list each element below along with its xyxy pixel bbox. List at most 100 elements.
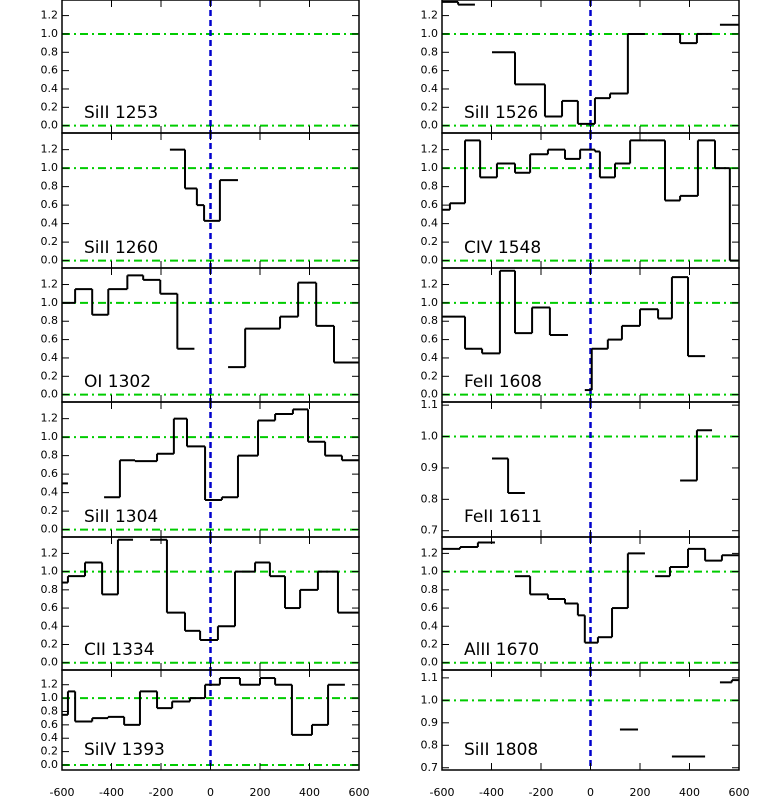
y-tick-label: 0.4 <box>421 619 439 632</box>
panel <box>62 268 359 402</box>
y-tick-label: 0.8 <box>421 314 439 327</box>
panel-label: SiIV 1393 <box>84 740 165 760</box>
y-tick-label: 0.8 <box>41 704 59 717</box>
y-tick-label: 0.0 <box>41 388 59 401</box>
y-tick-label: 0.4 <box>41 82 59 95</box>
y-tick-label: 0.0 <box>41 254 59 267</box>
y-tick-label: 0.2 <box>41 745 59 758</box>
y-tick-label: 1.0 <box>41 565 59 578</box>
y-tick-label: 0.6 <box>421 198 439 211</box>
x-tick-label: 400 <box>679 786 700 799</box>
panel-label: FeII 1611 <box>464 507 542 527</box>
panel-label: SiII 1260 <box>84 238 158 258</box>
y-tick-label: 1.2 <box>41 678 59 691</box>
y-tick-label: 0.8 <box>421 45 439 58</box>
y-tick-label: 0.0 <box>421 119 439 132</box>
y-tick-label: 1.0 <box>41 296 59 309</box>
y-tick-label: 0.8 <box>41 449 59 462</box>
y-tick-label: 0.6 <box>41 198 59 211</box>
panel <box>442 402 739 537</box>
y-tick-label: 1.2 <box>41 143 59 156</box>
y-tick-label: 0.8 <box>421 180 439 193</box>
panel <box>62 537 359 670</box>
y-tick-label: 0.2 <box>41 235 59 248</box>
y-tick-label: 0.6 <box>41 718 59 731</box>
x-tick-label: -400 <box>479 786 504 799</box>
y-tick-label: 0.0 <box>421 388 439 401</box>
y-tick-label: 0.2 <box>41 637 59 650</box>
y-tick-label: 0.4 <box>41 351 59 364</box>
y-tick-label: 0.4 <box>421 351 439 364</box>
x-tick-label: 0 <box>587 786 594 799</box>
y-tick-label: 1.0 <box>421 27 439 40</box>
y-tick-label: 0.2 <box>421 100 439 113</box>
y-tick-label: 0.0 <box>41 119 59 132</box>
y-tick-label: 0.2 <box>41 100 59 113</box>
y-tick-label: 0.7 <box>421 524 439 537</box>
y-tick-label: 1.2 <box>41 546 59 559</box>
panel <box>442 670 739 770</box>
panel-label: FeII 1608 <box>464 372 542 392</box>
panel-label: AlII 1670 <box>464 640 539 660</box>
y-tick-label: 1.0 <box>41 430 59 443</box>
y-tick-label: 0.2 <box>41 504 59 517</box>
y-tick-label: 1.1 <box>421 671 439 684</box>
y-tick-label: 0.8 <box>421 492 439 505</box>
y-tick-label: 0.2 <box>421 637 439 650</box>
x-tick-label: 200 <box>250 786 271 799</box>
y-tick-label: 0.2 <box>41 369 59 382</box>
panel <box>442 537 739 670</box>
y-tick-label: 0.9 <box>421 716 439 729</box>
y-tick-label: 0.8 <box>41 583 59 596</box>
y-tick-label: 0.6 <box>421 601 439 614</box>
y-tick-label: 0.9 <box>421 461 439 474</box>
x-tick-label: 400 <box>299 786 320 799</box>
panel-label: CIV 1548 <box>464 238 541 258</box>
x-tick-label: 600 <box>349 786 370 799</box>
panel-label: SiII 1808 <box>464 740 538 760</box>
y-tick-label: 1.0 <box>421 161 439 174</box>
panel <box>442 0 739 133</box>
y-tick-label: 0.6 <box>41 601 59 614</box>
panel <box>62 402 359 537</box>
y-tick-label: 1.2 <box>421 278 439 291</box>
y-tick-label: 0.2 <box>421 369 439 382</box>
panel-label: CII 1334 <box>84 640 155 660</box>
x-tick-label: 600 <box>729 786 750 799</box>
y-tick-label: 1.0 <box>421 693 439 706</box>
y-tick-label: 1.0 <box>421 565 439 578</box>
y-tick-label: 0.8 <box>421 583 439 596</box>
y-tick-label: 1.2 <box>421 546 439 559</box>
y-tick-label: 0.2 <box>421 235 439 248</box>
y-tick-label: 0.6 <box>41 467 59 480</box>
y-tick-label: 0.0 <box>41 656 59 669</box>
y-tick-label: 0.4 <box>421 217 439 230</box>
panel <box>442 268 739 402</box>
y-tick-label: 1.2 <box>421 9 439 22</box>
y-tick-label: 0.4 <box>41 731 59 744</box>
x-tick-label: -400 <box>99 786 124 799</box>
y-tick-label: 1.0 <box>421 430 439 443</box>
y-tick-label: 0.0 <box>41 758 59 771</box>
panel-label: SiII 1253 <box>84 103 158 123</box>
y-tick-label: 0.8 <box>41 180 59 193</box>
y-tick-label: 0.8 <box>41 314 59 327</box>
x-tick-label: -600 <box>430 786 455 799</box>
y-tick-label: 1.2 <box>41 9 59 22</box>
panel-label: OI 1302 <box>84 372 151 392</box>
y-tick-label: 1.0 <box>41 691 59 704</box>
y-tick-label: 0.4 <box>41 486 59 499</box>
y-tick-label: 1.2 <box>41 412 59 425</box>
y-tick-label: 0.0 <box>421 254 439 267</box>
y-tick-label: 1.2 <box>41 278 59 291</box>
y-tick-label: 0.6 <box>41 333 59 346</box>
x-tick-label: -600 <box>50 786 75 799</box>
y-tick-label: 0.8 <box>421 738 439 751</box>
x-tick-label: 0 <box>207 786 214 799</box>
panel <box>62 0 359 133</box>
y-tick-label: 1.2 <box>421 143 439 156</box>
y-tick-label: 1.0 <box>421 296 439 309</box>
y-tick-label: 0.0 <box>41 523 59 536</box>
panel <box>62 133 359 268</box>
